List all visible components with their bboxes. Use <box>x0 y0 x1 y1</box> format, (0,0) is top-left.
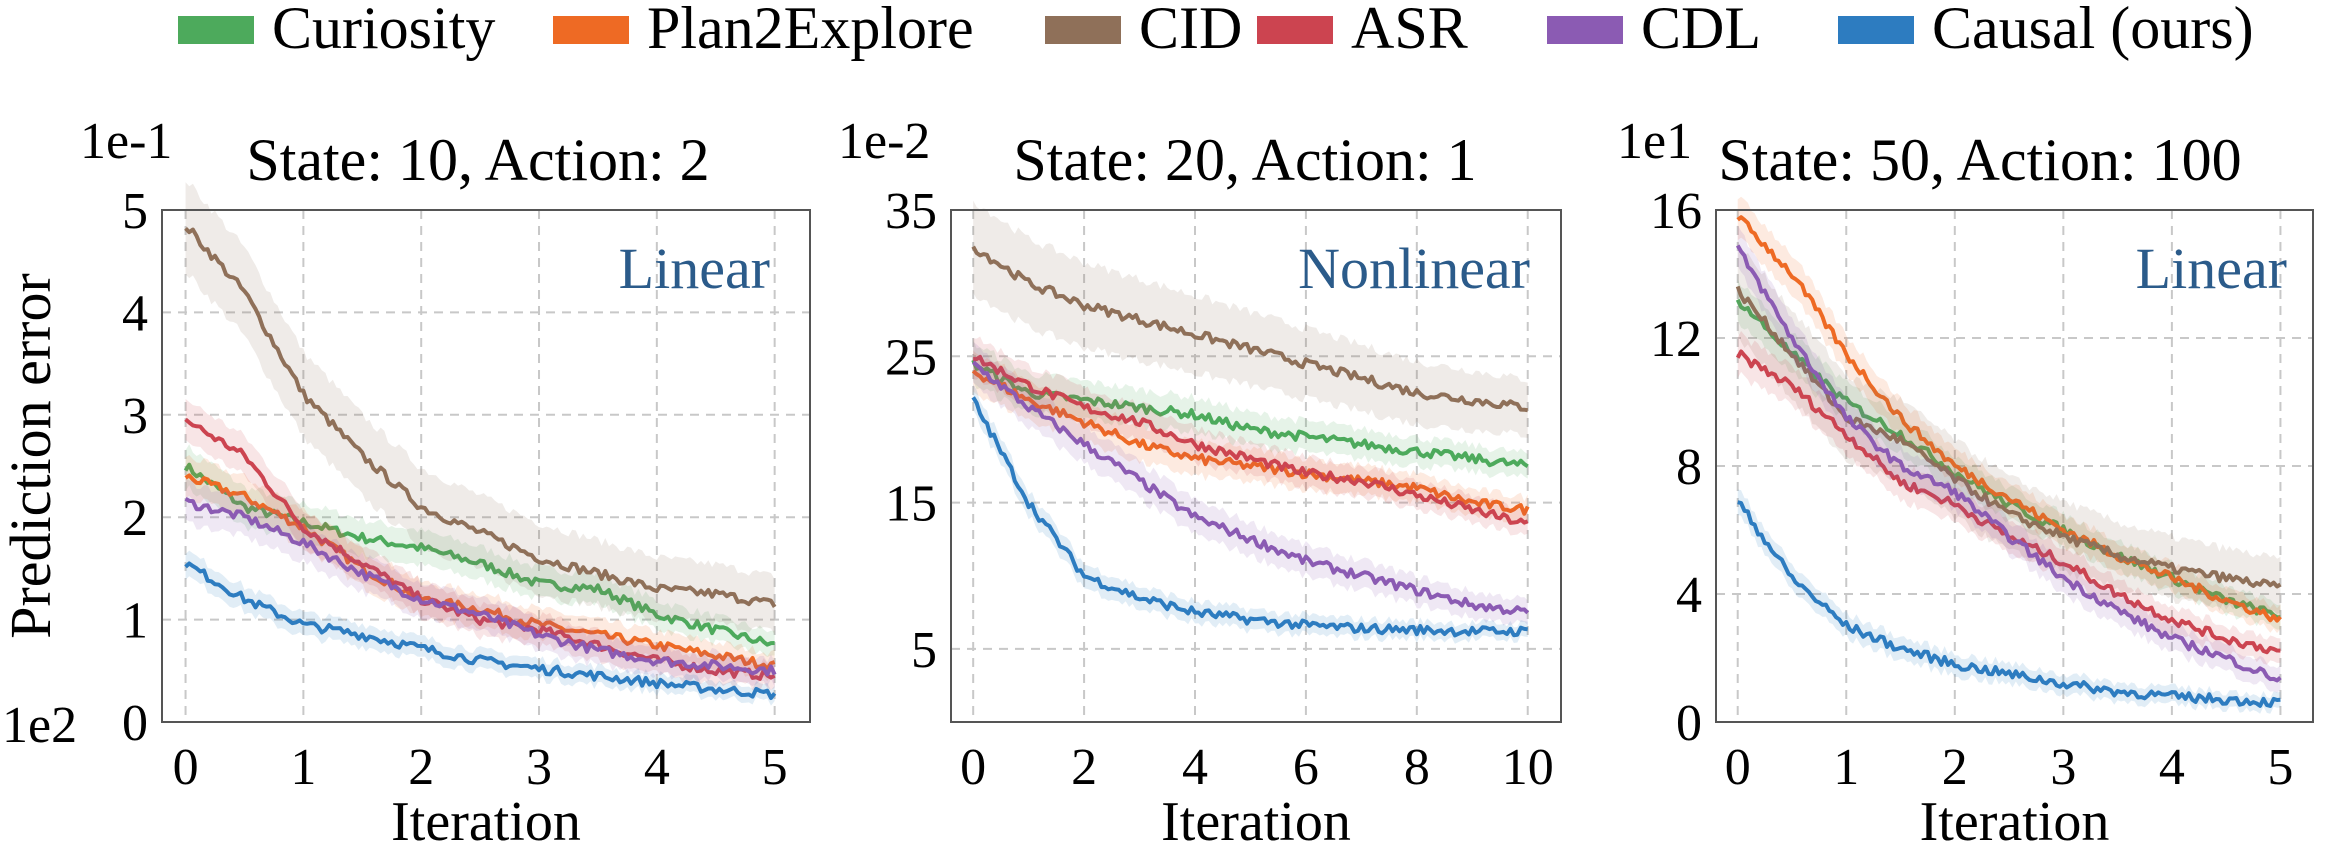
legend-swatch <box>178 16 254 44</box>
x-tick-label: 8 <box>1404 739 1430 796</box>
band-cdl <box>185 478 775 687</box>
panel-nonlinear: 0 2 4 6 8 10 5 15 25 35 Iteration State: 20, Action… <box>838 113 1562 848</box>
panel-title: State: 20, Action: 1 <box>1013 127 1476 193</box>
y-axis-label: Prediction error <box>0 273 63 639</box>
band-curiosity <box>1737 279 2281 630</box>
band-curiosity <box>185 444 775 658</box>
x-tick-label: 2 <box>1071 739 1097 796</box>
legend-item-asr: ASR <box>1257 0 1468 61</box>
series-line-cdl <box>1735 244 2282 683</box>
series-line-causal-ours <box>971 396 1528 638</box>
series-line-cid <box>184 226 777 608</box>
x-tick-label: 4 <box>2159 739 2185 796</box>
plot-frame <box>950 209 1562 723</box>
x-tick-label: 0 <box>1725 739 1751 796</box>
x-tick-label: 6 <box>1293 739 1319 796</box>
legend-swatch <box>1257 16 1333 44</box>
band-asr <box>973 336 1528 536</box>
band-causal-ours <box>973 384 1528 644</box>
regime-label: Nonlinear <box>1298 236 1530 301</box>
panel-linear-small: 0 1 2 3 4 5 0 1 2 3 4 5 Iteration State: 10, Action: … <box>0 113 811 848</box>
y-tick-label: 12 <box>1650 311 1702 368</box>
y-tick-label: 25 <box>885 329 937 386</box>
series-line-cdl <box>184 497 777 677</box>
y-tick-label: 35 <box>885 183 937 240</box>
series-line-plan2explore <box>1736 215 2282 623</box>
x-tick-label: 4 <box>1182 739 1208 796</box>
x-tick-label: 2 <box>408 739 434 796</box>
legend-label: CID <box>1139 0 1242 61</box>
y-tick-label: 4 <box>122 285 148 342</box>
series-line-causal-ours <box>184 561 777 701</box>
x-tick-label: 1 <box>290 739 316 796</box>
legend-label: Plan2Explore <box>647 0 974 61</box>
series-line-cid <box>971 245 1529 413</box>
x-axis-label: Iteration <box>1161 791 1351 848</box>
x-tick-label: 5 <box>2267 739 2293 796</box>
band-cdl <box>1737 225 2281 693</box>
y-tick-label: 15 <box>885 476 937 533</box>
series-line-cid <box>1735 285 2282 589</box>
y-multiplier: 1e-2 <box>838 113 930 170</box>
x-axis-label: Iteration <box>1920 791 2110 848</box>
x-axis-label: Iteration <box>391 791 581 848</box>
legend-item-cid: CID <box>1045 0 1242 61</box>
y-tick-label: 8 <box>1676 439 1702 496</box>
band-asr <box>1737 331 2281 665</box>
x-tick-label: 4 <box>644 739 670 796</box>
y-tick-label: 4 <box>1676 567 1702 624</box>
legend-label: CDL <box>1641 0 1761 61</box>
legend-label: ASR <box>1351 0 1468 61</box>
y-tick-label: 1 <box>122 593 148 650</box>
legend-item-curiosity: Curiosity <box>178 0 495 61</box>
panel-title: State: 10, Action: 2 <box>246 127 709 193</box>
x-tick-label: 3 <box>2050 739 2076 796</box>
panel-title: State: 50, Action: 100 <box>1718 127 2241 193</box>
x-tick-label: 3 <box>526 739 552 796</box>
legend-swatch <box>1045 16 1121 44</box>
plot-frame <box>161 209 811 723</box>
y-tick-label: 0 <box>122 695 148 752</box>
band-cid <box>973 200 1528 438</box>
regime-label: Linear <box>619 236 770 301</box>
y-tick-label: 5 <box>122 183 148 240</box>
legend-item-plan2explore: Plan2Explore <box>553 0 974 61</box>
x-tick-label: 0 <box>960 739 986 796</box>
x-tick-label: 10 <box>1502 739 1554 796</box>
legend-label: Curiosity <box>272 0 495 61</box>
series-line-plan2explore <box>971 369 1530 516</box>
series-line-causal-ours <box>1737 500 2281 708</box>
y-multiplier: 1e-1 <box>80 113 172 170</box>
y-tick-label: 2 <box>122 490 148 547</box>
x-tick-label: 2 <box>1942 739 1968 796</box>
band-cdl <box>973 341 1528 626</box>
legend-item-cdl: CDL <box>1547 0 1761 61</box>
plot-frame <box>1715 209 2314 723</box>
series-line-cdl <box>971 360 1530 615</box>
legend-swatch <box>1838 16 1914 44</box>
x-multiplier: 1e2 <box>2 697 77 754</box>
series-line-asr <box>973 354 1529 525</box>
legend-item-causal-ours: Causal (ours) <box>1838 0 2254 61</box>
x-tick-label: 0 <box>173 739 199 796</box>
x-tick-label: 5 <box>762 739 788 796</box>
legend: Curiosity Plan2Explore CID ASR CDL Causal (ou… <box>178 0 2254 61</box>
band-plan2explore <box>1737 196 2281 633</box>
legend-label: Causal (ours) <box>1932 0 2254 61</box>
y-multiplier: 1e1 <box>1617 113 1692 170</box>
legend-swatch <box>553 16 629 44</box>
y-tick-label: 16 <box>1650 183 1702 240</box>
band-curiosity <box>973 339 1528 479</box>
y-tick-label: 5 <box>911 622 937 679</box>
regime-label: Linear <box>2136 236 2287 301</box>
band-causal-ours <box>1737 489 2281 714</box>
y-tick-label: 3 <box>122 388 148 445</box>
y-tick-label: 0 <box>1676 695 1702 752</box>
legend-swatch <box>1547 16 1623 44</box>
x-tick-label: 1 <box>1833 739 1859 796</box>
